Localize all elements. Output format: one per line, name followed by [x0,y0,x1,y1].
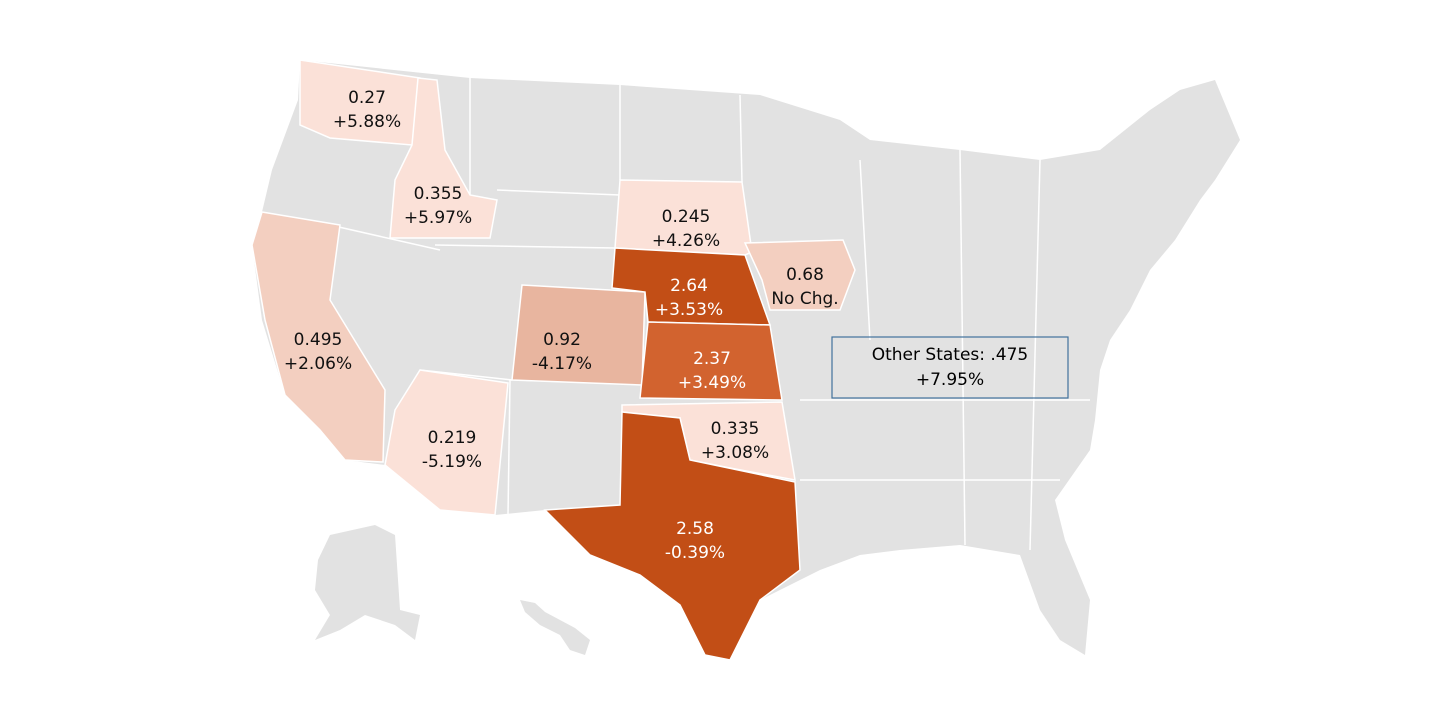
state [639,321,783,401]
state-value: 2.58 [676,519,714,539]
other-states-change: +7.95% [916,370,984,390]
hawaii [520,600,590,655]
state [614,179,753,256]
state [389,77,498,239]
state-value: 0.68 [786,265,824,285]
state-border [1029,159,1041,551]
state-change: No Chg. [771,289,838,309]
state-border [496,189,621,196]
state-change: +5.97% [404,208,472,228]
state-change: -4.17% [532,354,592,374]
other-states-box [831,336,1069,399]
state-border [959,149,966,546]
state-change: -0.39% [665,543,725,563]
state-change: +3.53% [655,300,723,320]
state-value: 0.92 [543,330,581,350]
state-value: 0.245 [662,207,711,227]
alaska [315,525,420,640]
state [251,211,386,463]
state [299,59,421,146]
state-value: 0.495 [294,330,343,350]
state [384,369,509,516]
state-value: 2.64 [670,276,708,296]
state [743,239,856,311]
state-change: +2.06% [284,354,352,374]
state-value: 0.355 [414,184,463,204]
state [543,411,801,661]
state-change: -5.19% [422,452,482,472]
state-border [859,159,871,341]
state-border [329,224,441,251]
state-value: 0.335 [711,419,760,439]
states: 0.27 +5.88% 0.355 +5.97% 0.495 +2.06% 0.219 -5.… [251,59,856,661]
state-value: 0.219 [428,428,477,448]
state-change: +3.49% [678,373,746,393]
state-change: +4.26% [652,231,720,251]
state-change: +3.08% [701,443,769,463]
state-border [739,94,743,183]
state-border [507,379,511,516]
state-value: 0.27 [348,88,386,108]
other-states-label: Other States: .475 [872,345,1029,365]
state-change: +5.88% [333,112,401,132]
state-border [434,244,616,249]
state-value: 2.37 [693,349,731,369]
